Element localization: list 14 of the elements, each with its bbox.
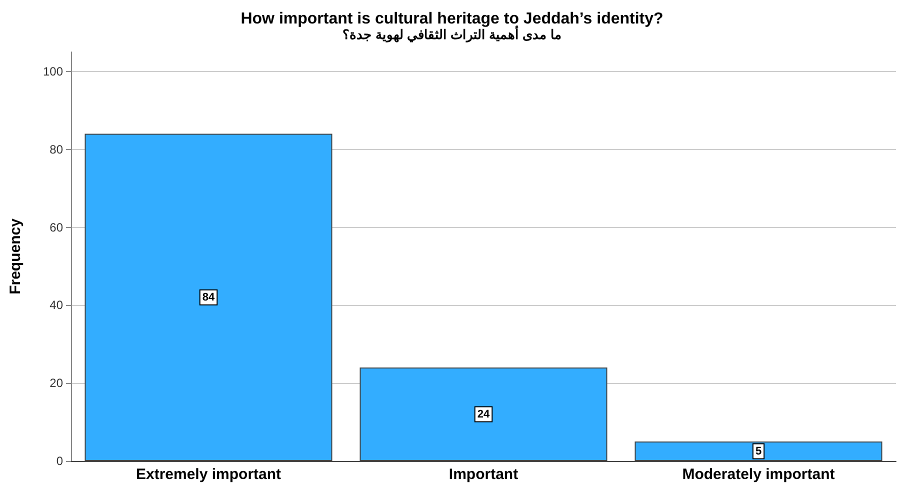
- chart-subtitle: ما مدى أهمية التراث الثقافي لهوية جدة؟: [342, 26, 562, 43]
- x-tick-label: Extremely important: [136, 466, 282, 483]
- y-tick-label: 100: [42, 64, 64, 78]
- y-tick-label: 20: [50, 376, 64, 390]
- data-label: 84: [202, 291, 216, 304]
- y-tick-label: 60: [50, 220, 64, 234]
- x-tick-label: Moderately important: [682, 466, 835, 483]
- y-tick-label: 0: [56, 454, 64, 468]
- y-tick-label: 40: [50, 298, 64, 312]
- y-tick-label: 80: [50, 142, 64, 156]
- x-tick-label: Important: [448, 466, 518, 483]
- data-label: 24: [477, 408, 490, 420]
- data-label: 5: [755, 445, 762, 458]
- y-axis-title: Frequency: [7, 218, 24, 294]
